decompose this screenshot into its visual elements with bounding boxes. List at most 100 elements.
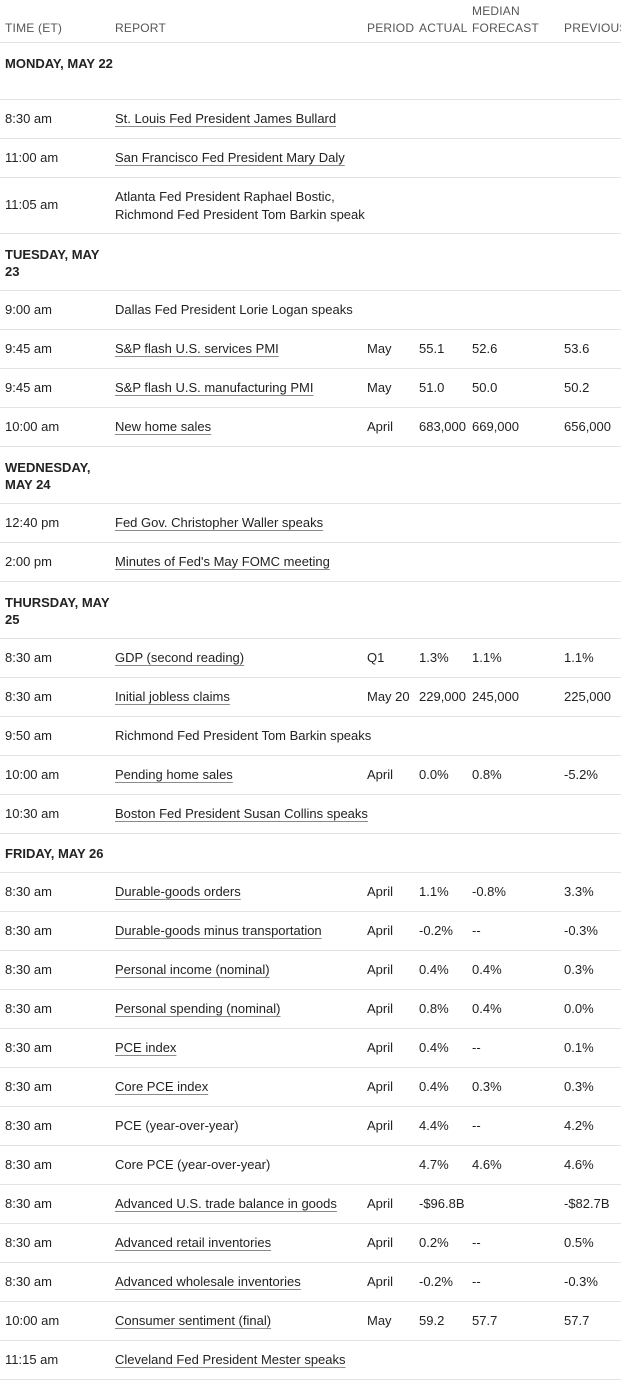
time-cell: 8:30 am — [5, 962, 52, 977]
header-report: REPORT — [115, 21, 166, 35]
report-link[interactable]: San Francisco Fed President Mary Daly — [115, 150, 345, 165]
actual-cell: -0.2% — [419, 923, 453, 938]
time-cell: 8:30 am — [5, 1040, 52, 1055]
report-link[interactable]: Cleveland Fed President Mester speaks — [115, 1352, 346, 1367]
time-cell: 8:30 am — [5, 1001, 52, 1016]
forecast-cell: -- — [472, 1274, 481, 1289]
report-link[interactable]: Initial jobless claims — [115, 689, 230, 704]
table-row: 10:00 am Consumer sentiment (final) May 59.… — [0, 1302, 621, 1341]
day-label: TUESDAY, MAY 23 — [5, 247, 100, 279]
table-row: 11:00 am San Francisco Fed President Mary… — [0, 139, 621, 178]
report-text: Richmond Fed President Tom Barkin speaks — [115, 728, 372, 743]
forecast-cell: 57.7 — [472, 1313, 498, 1328]
forecast-cell: 50.0 — [472, 380, 498, 395]
actual-cell: 51.0 — [419, 380, 445, 395]
time-cell: 10:00 am — [5, 767, 60, 782]
actual-cell: 0.4% — [419, 962, 449, 977]
report-link[interactable]: New home sales — [115, 419, 212, 434]
forecast-cell: -- — [472, 923, 481, 938]
actual-cell: 0.0% — [419, 767, 449, 782]
report-link[interactable]: Durable-goods orders — [115, 884, 241, 899]
report-link[interactable]: Pending home sales — [115, 767, 233, 782]
period-cell: April — [367, 884, 394, 899]
previous-cell: 0.3% — [564, 1079, 594, 1094]
period-cell: April — [367, 1079, 394, 1094]
report-link[interactable]: St. Louis Fed President James Bullard — [115, 111, 337, 126]
report-link[interactable]: Personal income (nominal) — [115, 962, 270, 977]
report-link[interactable]: Consumer sentiment (final) — [115, 1313, 272, 1328]
previous-cell: 50.2 — [564, 380, 590, 395]
period-cell: April — [367, 1274, 394, 1289]
report-link[interactable]: Core PCE index — [115, 1079, 209, 1094]
table-row: 2:00 pm Minutes of Fed's May FOMC meeting — [0, 543, 621, 582]
day-label: MONDAY, MAY 22 — [5, 56, 113, 71]
report-link[interactable]: Advanced wholesale inventories — [115, 1274, 301, 1289]
time-cell: 9:50 am — [5, 728, 52, 743]
table-row: 8:30 am Advanced retail inventories April 0… — [0, 1224, 621, 1263]
actual-cell: -0.2% — [419, 1274, 453, 1289]
day-header: FRIDAY, MAY 26 — [0, 834, 621, 873]
period-cell: April — [367, 1040, 394, 1055]
report-link[interactable]: Advanced retail inventories — [115, 1235, 272, 1250]
report-link[interactable]: Durable-goods minus transportation — [115, 923, 322, 938]
period-cell: May — [367, 380, 392, 395]
table-row: 10:00 am New home sales April 683,000 669,00… — [0, 408, 621, 447]
table-row: 11:05 am Atlanta Fed President Raphael Bo… — [0, 178, 621, 234]
time-cell: 8:30 am — [5, 884, 52, 899]
table-row: 9:00 am Dallas Fed President Lorie Logan … — [0, 291, 621, 330]
time-cell: 12:40 pm — [5, 515, 60, 530]
forecast-cell: 0.3% — [472, 1079, 502, 1094]
time-cell: 2:00 pm — [5, 554, 52, 569]
time-cell: 10:00 am — [5, 419, 60, 434]
day-header: THURSDAY, MAY 25 — [0, 582, 621, 639]
report-link[interactable]: GDP (second reading) — [115, 650, 245, 665]
report-link[interactable]: Personal spending (nominal) — [115, 1001, 281, 1016]
forecast-cell: -- — [472, 1118, 481, 1133]
report-link[interactable]: S&P flash U.S. manufacturing PMI — [115, 380, 314, 395]
actual-cell: 59.2 — [419, 1313, 445, 1328]
report-link[interactable]: Minutes of Fed's May FOMC meeting — [115, 554, 330, 569]
header-period: PERIOD — [367, 21, 415, 35]
table-row: 8:30 am Personal spending (nominal) April 0… — [0, 990, 621, 1029]
report-link[interactable]: Advanced U.S. trade balance in goods — [115, 1196, 337, 1211]
table-row: 10:30 am Boston Fed President Susan Colli… — [0, 795, 621, 834]
previous-cell: -$82.7B — [564, 1196, 610, 1211]
actual-cell: 4.4% — [419, 1118, 449, 1133]
report-text: Atlanta Fed President Raphael Bostic, Ri… — [115, 189, 365, 222]
report-link[interactable]: PCE index — [115, 1040, 177, 1055]
period-cell: April — [367, 962, 394, 977]
actual-cell: -$96.8B — [419, 1196, 465, 1211]
actual-cell: 1.3% — [419, 650, 449, 665]
forecast-cell: -- — [472, 1040, 481, 1055]
header-median: MEDIAN — [472, 4, 520, 18]
actual-cell: 683,000 — [419, 419, 466, 434]
time-cell: 8:30 am — [5, 1196, 52, 1211]
calendar-body: MONDAY, MAY 22 8:30 am St. Louis Fed Presi… — [0, 43, 621, 1380]
report-link[interactable]: Boston Fed President Susan Collins speak… — [115, 806, 368, 821]
table-row: 8:30 am St. Louis Fed President James Bul… — [0, 100, 621, 139]
report-link[interactable]: Fed Gov. Christopher Waller speaks — [115, 515, 324, 530]
header-actual: ACTUAL — [419, 21, 468, 35]
actual-cell: 1.1% — [419, 884, 449, 899]
previous-cell: 225,000 — [564, 689, 611, 704]
table-row: 8:30 am Advanced wholesale inventories Apr… — [0, 1263, 621, 1302]
report-text: Core PCE (year-over-year) — [115, 1157, 271, 1172]
time-cell: 11:05 am — [5, 197, 59, 212]
actual-cell: 0.4% — [419, 1040, 449, 1055]
forecast-cell: 0.4% — [472, 962, 502, 977]
forecast-cell: 4.6% — [472, 1157, 502, 1172]
table-row: 8:30 am Core PCE index April 0.4% 0.3% 0.3% — [0, 1068, 621, 1107]
report-link[interactable]: S&P flash U.S. services PMI — [115, 341, 279, 356]
previous-cell: 4.6% — [564, 1157, 594, 1172]
previous-cell: 0.1% — [564, 1040, 594, 1055]
period-cell: April — [367, 1196, 394, 1211]
table-row: 8:30 am Core PCE (year-over-year) 4.7% 4.6%… — [0, 1146, 621, 1185]
previous-cell: 3.3% — [564, 884, 594, 899]
previous-cell: 656,000 — [564, 419, 611, 434]
previous-cell: 53.6 — [564, 341, 590, 356]
period-cell: April — [367, 419, 394, 434]
period-cell: April — [367, 1001, 394, 1016]
table-row: 9:50 am Richmond Fed President Tom Barkin… — [0, 717, 621, 756]
period-cell: May — [367, 1313, 392, 1328]
